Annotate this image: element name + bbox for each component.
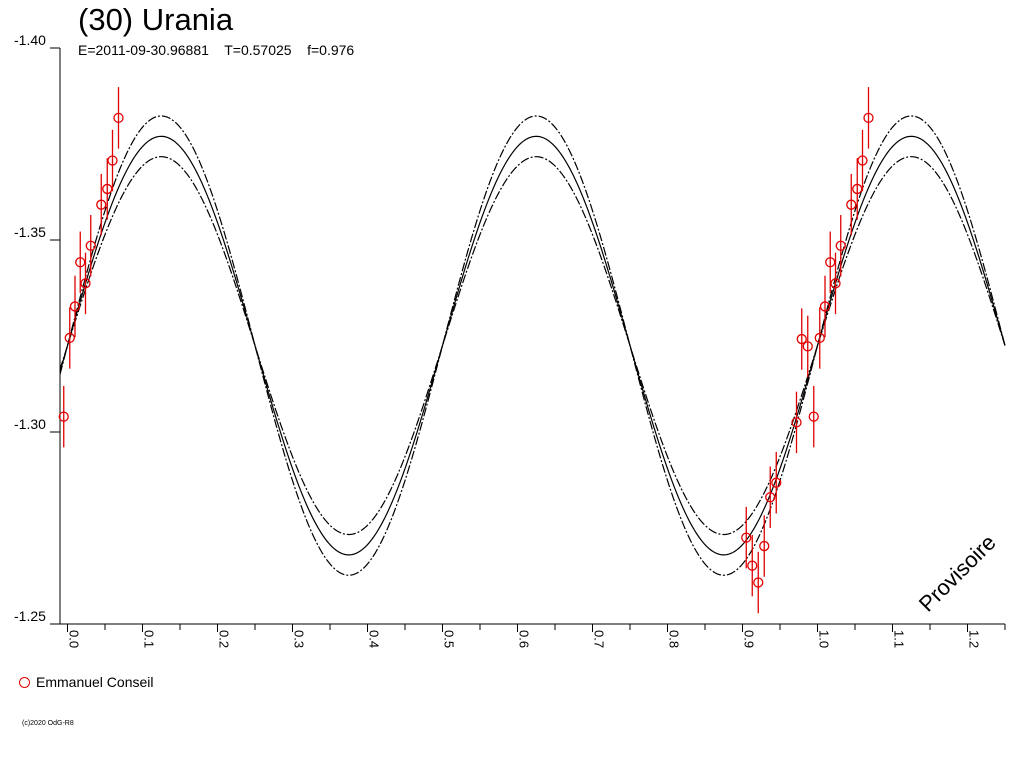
data-point [765,492,776,503]
data-point [857,155,868,166]
data-point [802,341,813,352]
data-point [85,240,96,251]
data-point [808,411,819,422]
data-point [753,577,764,588]
data-point [96,199,107,210]
x-tick-label: 0.8 [667,630,682,648]
legend-marker-circle-icon [19,676,30,688]
data-point [863,112,874,124]
x-tick-label: 1.2 [967,630,982,648]
model-envelope-lower [59,156,1006,536]
x-tick-label: 0.3 [292,630,307,648]
data-point [75,257,86,268]
data-point [107,155,118,166]
model-envelope-upper [59,115,1006,576]
x-tick-label: 0.6 [517,630,532,648]
data-point [747,560,758,571]
provisional-watermark: Provisoire [914,530,1001,617]
data-point [791,417,802,428]
chart-title: (30) Urania [78,2,234,37]
data-point [113,112,124,124]
data-point [741,532,752,543]
x-tick-label: 0.5 [442,630,457,648]
x-tick-label: 1.0 [817,630,832,648]
data-point [825,257,836,268]
x-tick-label: 0.9 [742,630,757,648]
data-point [830,278,841,289]
data-point [835,240,846,251]
y-tick-label: -1.30 [14,416,46,432]
y-tick-label: -1.35 [14,224,46,240]
data-point [102,183,113,195]
model-curve [59,135,1006,556]
data-point [771,477,782,488]
x-tick-label: 0.0 [67,630,82,648]
data-point [64,332,75,344]
data-point [759,540,770,552]
data-point [80,278,91,289]
legend-label: Emmanuel Conseil [36,674,154,690]
x-tick-label: 0.7 [592,630,607,648]
legend: Emmanuel Conseil [19,674,154,690]
data-point [852,183,863,195]
data-point [814,332,825,344]
data-point [819,301,831,312]
copyright-text: (c)2020 OdG-R8 [22,720,74,727]
x-tick-label: 1.1 [892,630,907,648]
x-tick-label: 0.4 [367,630,382,648]
y-tick-label: -1.25 [14,608,46,624]
x-tick-label: 0.1 [142,630,157,648]
data-point [796,333,807,345]
data-point [846,199,857,210]
y-tick-label: -1.40 [14,32,46,48]
x-tick-label: 0.2 [217,630,232,648]
data-point [69,301,81,312]
chart-subtitle: E=2011-09-30.96881 T=0.57025 f=0.976 [78,42,355,58]
data-point [58,411,69,422]
